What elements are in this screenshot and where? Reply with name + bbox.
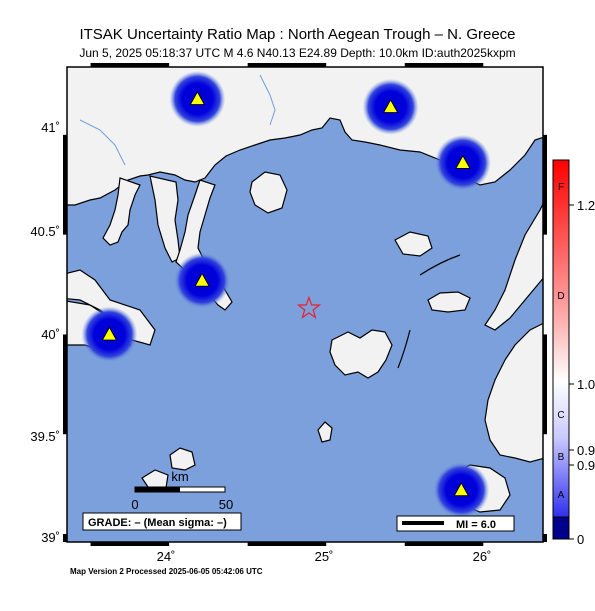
map-title: ITSAK Uncertainty Ratio Map : North Aege… [79,26,516,43]
lon-tick-25: 25˚ [315,549,334,564]
agios-efstratios-island [317,421,333,443]
lat-tick-39-5: 39.5˚ [30,429,60,444]
colorbar-label-0-9a: 0.9 [577,443,595,458]
station-southeast-marker [453,482,469,497]
scale-bar: km 0 50 [131,469,233,512]
fault-line-2 [397,329,411,369]
station-west-marker [101,326,118,341]
colorbar-letter-a: A [558,490,565,501]
colorbar-letter-d: D [557,291,564,302]
station-chalkidiki-marker [194,272,210,287]
colorbar-label-0: 0 [577,532,584,547]
river-1 [259,74,276,126]
mi-label: MI = 6.0 [456,519,496,531]
colorbar-letter-c: C [557,410,564,421]
map-subtitle: Jun 5, 2025 05:18:37 UTC M 4.6 N40.13 E2… [79,46,516,60]
gallipoli-peninsula [484,202,543,331]
mi-legend: MI = 6.0 [396,515,515,532]
colorbar-letter-f: F [558,182,564,193]
colorbar-letter-b: B [558,452,565,463]
lat-tick-40: 40˚ [41,327,60,342]
colorbar: F D C B A 1.2 1.0 0.9 0.9 0 [552,159,595,547]
station-north-1-marker [189,91,206,105]
samothraki-island [394,231,433,257]
lon-tick-24: 24˚ [157,549,176,564]
limnos-island [329,329,393,379]
grade-label: GRADE: – (Mean sigma: –) [88,517,227,529]
colorbar-label-1-2: 1.2 [577,198,595,213]
lat-tick-40-5: 40.5˚ [30,224,60,239]
lat-tick-39: 39˚ [41,530,60,545]
river-2 [79,119,126,166]
chalkidiki-athos [175,179,233,311]
scale-bar-unit: km [171,469,188,484]
thasos-island [249,171,288,214]
fault-line-1 [419,254,461,276]
processing-footer: Map Version 2 Processed 2025-06-05 05:42… [70,567,263,576]
map-border-ticks [63,63,547,546]
colorbar-label-0-9b: 0.9 [577,458,595,473]
scale-bar-zero: 0 [131,497,138,512]
station-northeast-marker [455,154,471,169]
sporades-islands [169,447,196,471]
scale-bar-max: 50 [219,497,233,512]
colorbar-bottom-swatch [552,516,570,540]
lon-tick-26: 26˚ [473,549,492,564]
colorbar-gradient [552,159,570,518]
colorbar-label-1-0: 1.0 [577,377,595,392]
map-body [67,67,543,542]
station-markers [101,91,471,497]
epicenter-star [296,295,322,319]
chalkidiki-kassandra [102,177,141,246]
imbros-island [427,291,471,313]
lat-tick-41: 41˚ [41,120,60,135]
station-north-2-marker [382,99,399,113]
grade-box: GRADE: – (Mean sigma: –) [82,512,242,531]
